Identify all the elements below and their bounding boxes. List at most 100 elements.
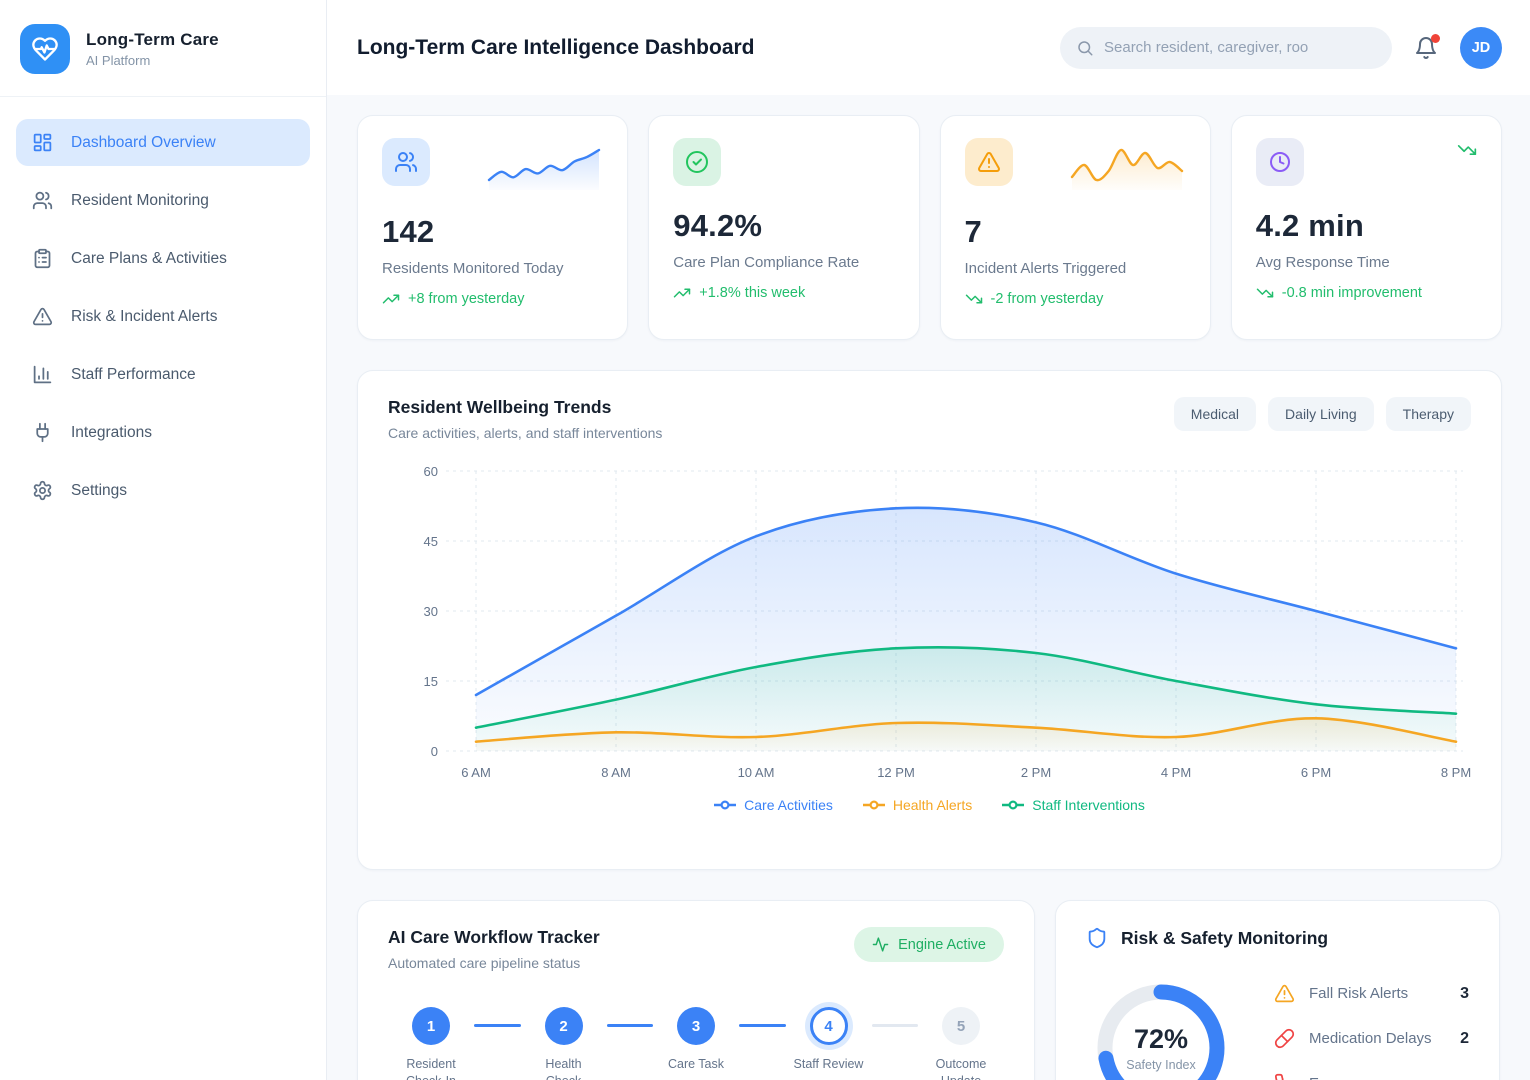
stat-card-incidents: 7 Incident Alerts Triggered -2 from yest… (939, 115, 1211, 340)
sidebar-item-label: Integrations (71, 423, 152, 441)
risk-safety-card: Risk & Safety Monitoring 72% Safety Inde… (1055, 900, 1500, 1080)
series-line-2 (474, 645, 1458, 729)
chart-filters: Medical Daily Living Therapy (1173, 397, 1471, 431)
brand-subtitle: AI Platform (86, 53, 151, 68)
notifications-button[interactable] (1414, 33, 1440, 60)
step-label: Resident Check-In (406, 1057, 456, 1080)
legend-staff-interventions[interactable]: Staff Interventions (1002, 797, 1145, 813)
svg-text:10 AM: 10 AM (738, 765, 775, 780)
filter-therapy[interactable]: Therapy (1385, 397, 1471, 431)
workflow-subtitle: Automated care pipeline status (388, 955, 581, 971)
safety-index-value: 72% (1133, 1024, 1189, 1054)
app-logo (20, 24, 70, 74)
risk-title: Risk & Safety Monitoring (1121, 927, 1329, 948)
search-input[interactable] (1104, 39, 1376, 56)
search-box[interactable] (1060, 26, 1392, 69)
stat-delta: +8 from yesterday (382, 290, 603, 308)
sidebar-item-label: Staff Performance (71, 365, 196, 383)
series-line-1 (474, 717, 1458, 743)
page-title: Long-Term Care Intelligence Dashboard (357, 35, 755, 59)
series-area-1 (476, 718, 1456, 751)
stat-value: 4.2 min (1255, 208, 1364, 243)
alert-triangle-icon (1274, 983, 1295, 1004)
workflow-step-2: 2 Health Check (529, 1007, 599, 1080)
sidebar-item-label: Settings (71, 481, 128, 499)
sidebar-item-care-plans[interactable]: Care Plans & Activities (16, 235, 310, 282)
svg-text:60: 60 (424, 464, 438, 479)
stat-card-row: 142 Residents Monitored Today +8 from ye… (357, 115, 1502, 340)
sidebar-item-label: Dashboard Overview (71, 133, 216, 151)
workflow-step-4: 4 Staff Review (794, 1007, 864, 1073)
step-number: 2 (544, 1007, 583, 1045)
step-number: 3 (677, 1007, 715, 1045)
notification-dot (1431, 33, 1440, 43)
step-number: 5 (942, 1007, 980, 1045)
svg-text:12 PM: 12 PM (877, 765, 915, 780)
workflow-step-3: 3 Care Task (661, 1007, 731, 1073)
users-icon (32, 190, 53, 211)
main-area: Long-Term Care Intelligence Dashboard JD (327, 0, 1530, 1080)
stat-label: Incident Alerts Triggered (964, 260, 1127, 277)
sidebar-item-integrations[interactable]: Integrations (16, 409, 310, 456)
trending-down-icon (965, 290, 983, 308)
sidebar-item-label: Care Plans & Activities (71, 249, 227, 267)
step-number: 1 (412, 1007, 450, 1045)
trending-down-icon (1457, 140, 1477, 165)
trending-down-icon (1256, 284, 1274, 302)
sidebar-item-resident-monitoring[interactable]: Resident Monitoring (16, 177, 310, 224)
chart-legend: Care Activities Health Alerts Staff Inte… (388, 797, 1471, 813)
step-label: Care Task (667, 1057, 725, 1071)
alert-triangle-icon (32, 306, 53, 327)
stat-label: Care Plan Compliance Rate (673, 254, 860, 271)
sidebar-item-label: Resident Monitoring (71, 191, 209, 209)
plug-icon (32, 422, 53, 443)
legend-health-alerts[interactable]: Health Alerts (862, 797, 972, 813)
risk-row-medication-delays: Medication Delays 2 (1274, 1028, 1469, 1049)
risk-list: Fall Risk Alerts 3 Medication Delays 2 E… (1274, 983, 1469, 1080)
sidebar-item-label: Risk & Incident Alerts (71, 307, 218, 325)
avatar[interactable]: JD (1460, 26, 1502, 69)
safety-index-donut: 72% Safety Index (1086, 973, 1236, 1080)
check-circle-icon (673, 138, 722, 186)
bar-chart-icon (32, 364, 53, 385)
workflow-connector (606, 1024, 653, 1027)
svg-text:8 AM: 8 AM (601, 765, 631, 780)
residents-sparkline (488, 148, 601, 190)
brand-name: Long-Term Care (86, 30, 219, 49)
filter-medical[interactable]: Medical (1173, 397, 1257, 431)
bell-icon (1414, 36, 1438, 60)
chart-title: Resident Wellbeing Trends (388, 397, 612, 417)
stat-value: 7 (964, 214, 982, 249)
sidebar-item-dashboard-overview[interactable]: Dashboard Overview (16, 119, 310, 166)
activity-icon (872, 936, 889, 953)
users-icon (382, 138, 430, 186)
stat-value: 142 (382, 214, 435, 249)
shield-icon (1086, 927, 1108, 949)
stat-delta: -2 from yesterday (965, 290, 1186, 308)
top-bar: Long-Term Care Intelligence Dashboard JD (327, 0, 1530, 95)
filter-daily-living[interactable]: Daily Living (1268, 397, 1374, 431)
step-label: Outcome Update (935, 1057, 987, 1080)
svg-text:15: 15 (424, 674, 438, 689)
step-label: Health Check (545, 1057, 582, 1080)
workflow-step-5: 5 Outcome Update (926, 1007, 996, 1080)
stat-label: Avg Response Time (1255, 254, 1390, 271)
legend-care-activities[interactable]: Care Activities (714, 797, 833, 813)
clock-icon (1255, 138, 1304, 186)
alert-triangle-icon (964, 138, 1013, 186)
layout-grid-icon (32, 132, 53, 153)
clipboard-list-icon (32, 248, 53, 269)
sidebar-nav: Dashboard Overview Resident Monitoring C… (0, 97, 326, 536)
sidebar-item-settings[interactable]: Settings (16, 467, 310, 514)
svg-text:4 PM: 4 PM (1161, 765, 1191, 780)
step-number: 4 (809, 1007, 848, 1045)
workflow-connector (739, 1024, 786, 1027)
svg-text:45: 45 (424, 534, 438, 549)
stat-card-compliance: 94.2% Care Plan Compliance Rate +1.8% th… (648, 115, 920, 340)
sidebar-item-staff-performance[interactable]: Staff Performance (16, 351, 310, 398)
stat-card-response-time: 4.2 min Avg Response Time -0.8 min impro… (1230, 115, 1502, 340)
search-icon (1076, 39, 1094, 57)
heart-pulse-icon (31, 35, 59, 63)
sidebar-item-risk-alerts[interactable]: Risk & Incident Alerts (16, 293, 310, 340)
